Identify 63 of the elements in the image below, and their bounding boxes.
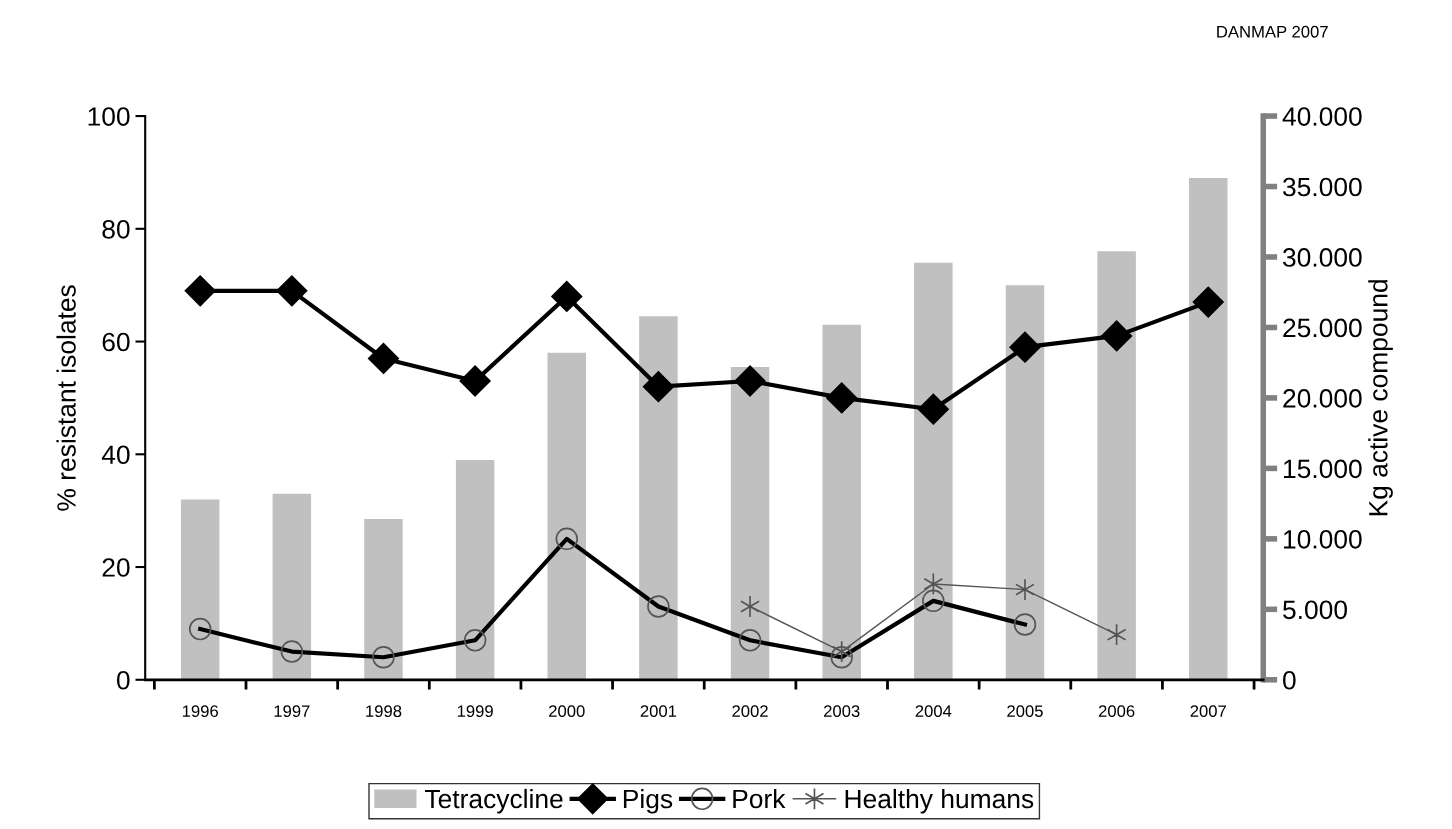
point <box>923 572 944 596</box>
x-tick-label: 1999 <box>457 705 493 718</box>
bar <box>914 262 953 680</box>
x-tick-label: 2005 <box>1007 705 1043 718</box>
x-tick-label: 1996 <box>182 705 218 718</box>
point <box>917 393 949 425</box>
x-tick-label: 1997 <box>274 705 310 718</box>
bar <box>1005 285 1045 680</box>
bar <box>455 459 495 680</box>
x-tick-label: 2001 <box>640 705 677 718</box>
point <box>367 342 400 375</box>
bar <box>272 493 312 680</box>
point <box>831 640 852 663</box>
bar <box>547 352 586 680</box>
y-tick-label: 20 <box>102 558 130 577</box>
y-tick-label: 100 <box>88 107 130 126</box>
y2-tick-label: 35.000 <box>1283 177 1362 197</box>
bar <box>1097 251 1136 680</box>
bar <box>1189 178 1228 680</box>
y2-tick-label: 40.000 <box>1282 107 1362 126</box>
text: DANMAP 2007 <box>1217 25 1328 38</box>
legend-label: Pigs <box>623 788 673 814</box>
legend-label: Healthy humans <box>845 788 1034 814</box>
x-tick-label: 2006 <box>1098 705 1135 718</box>
bar <box>639 316 678 680</box>
bar <box>180 499 220 680</box>
x-tick-label: 2000 <box>549 705 585 718</box>
bar <box>364 519 403 680</box>
y2-axis-title: Kg active compound <box>1368 280 1393 516</box>
y2-tick-label: 10.000 <box>1284 529 1362 549</box>
point <box>1015 578 1035 601</box>
x-tick-label: 2004 <box>915 705 952 718</box>
x-tick-label: 2003 <box>823 705 860 718</box>
x-tick-label: 2007 <box>1190 705 1226 718</box>
legend-label: Pork <box>733 788 786 809</box>
point <box>734 365 766 397</box>
y2-tick-label: 30.000 <box>1283 248 1362 267</box>
point <box>642 371 674 403</box>
point <box>740 595 760 618</box>
point <box>1106 623 1127 646</box>
point <box>551 280 583 313</box>
y2-tick-label: 0 <box>1283 670 1296 690</box>
y-axis-title: % resistant isolates <box>56 285 76 511</box>
point <box>1101 320 1133 352</box>
bar <box>730 366 770 680</box>
y-tick-label: 40 <box>101 445 130 465</box>
legend-label: Tetracycline <box>425 788 563 814</box>
y-tick-label: 80 <box>102 219 130 239</box>
y-tick-label: 0 <box>116 670 130 690</box>
bar <box>822 324 861 680</box>
point <box>184 275 216 307</box>
point <box>826 382 858 414</box>
x-tick-label: 2002 <box>732 705 768 718</box>
point <box>1192 286 1224 318</box>
y2-tick-label: 25.000 <box>1283 318 1362 338</box>
y2-tick-label: 15.000 <box>1284 459 1362 479</box>
y-tick-label: 60 <box>102 332 130 352</box>
point <box>459 365 491 397</box>
point <box>1009 331 1041 363</box>
y2-tick-label: 5.000 <box>1283 600 1347 620</box>
y2-tick-label: 20.000 <box>1283 389 1362 408</box>
point <box>276 275 308 307</box>
x-tick-label: 1998 <box>366 705 402 718</box>
